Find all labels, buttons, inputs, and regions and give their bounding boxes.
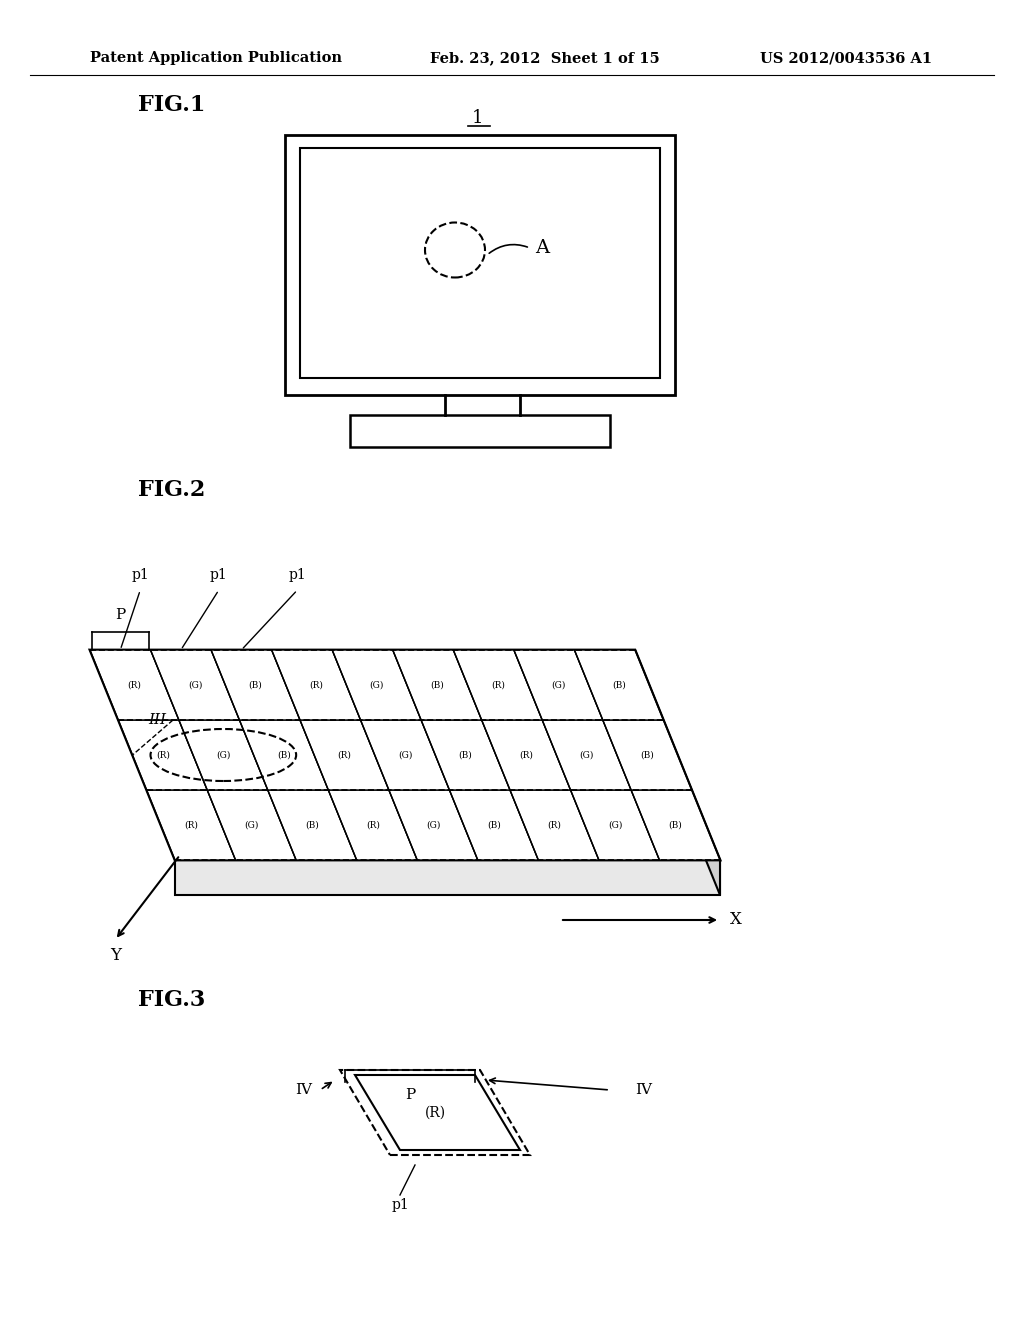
Polygon shape [268, 789, 356, 861]
Polygon shape [332, 649, 421, 719]
Polygon shape [175, 861, 720, 895]
Text: p1: p1 [210, 568, 227, 582]
Polygon shape [329, 789, 417, 861]
Text: (B): (B) [640, 751, 654, 759]
Text: (R): (R) [490, 681, 505, 689]
Polygon shape [574, 649, 664, 719]
Text: (G): (G) [370, 681, 384, 689]
Text: (G): (G) [551, 681, 565, 689]
Polygon shape [207, 789, 296, 861]
Text: (B): (B) [430, 681, 444, 689]
Polygon shape [481, 719, 570, 789]
Text: (G): (G) [245, 821, 259, 829]
Text: (G): (G) [426, 821, 440, 829]
Polygon shape [450, 789, 539, 861]
Polygon shape [421, 719, 510, 789]
Text: (B): (B) [278, 751, 291, 759]
Text: FIG.1: FIG.1 [138, 94, 206, 116]
Polygon shape [211, 649, 300, 719]
Text: (R): (R) [156, 751, 170, 759]
Text: 1: 1 [472, 110, 483, 127]
Text: X: X [730, 912, 741, 928]
Text: A: A [535, 239, 549, 257]
Text: (R): (R) [519, 751, 534, 759]
Text: Patent Application Publication: Patent Application Publication [90, 51, 342, 65]
Text: (B): (B) [249, 681, 262, 689]
Text: (R): (R) [128, 681, 141, 689]
FancyBboxPatch shape [300, 148, 660, 378]
Text: (R): (R) [309, 681, 323, 689]
FancyBboxPatch shape [350, 414, 610, 447]
Text: (R): (R) [338, 751, 351, 759]
Text: (R): (R) [184, 821, 198, 829]
Text: (R): (R) [548, 821, 561, 829]
Polygon shape [570, 789, 659, 861]
Polygon shape [510, 789, 599, 861]
Text: III: III [148, 713, 166, 727]
Text: (G): (G) [580, 751, 594, 759]
Polygon shape [454, 649, 543, 719]
Text: (B): (B) [487, 821, 501, 829]
Polygon shape [271, 649, 360, 719]
Polygon shape [340, 1071, 530, 1155]
Text: FIG.2: FIG.2 [138, 479, 206, 502]
Polygon shape [179, 719, 268, 789]
Polygon shape [240, 719, 329, 789]
Polygon shape [90, 649, 179, 719]
Text: (B): (B) [612, 681, 626, 689]
Text: (G): (G) [608, 821, 623, 829]
Text: (G): (G) [216, 751, 230, 759]
Text: FIG.3: FIG.3 [138, 989, 205, 1011]
Text: (B): (B) [305, 821, 319, 829]
Text: IV: IV [635, 1082, 652, 1097]
Polygon shape [119, 719, 207, 789]
Polygon shape [514, 649, 603, 719]
Polygon shape [389, 789, 478, 861]
Text: p1: p1 [289, 568, 306, 582]
Text: (B): (B) [459, 751, 472, 759]
Text: Y: Y [110, 946, 121, 964]
Text: IV: IV [295, 1082, 312, 1097]
Polygon shape [635, 649, 720, 895]
Polygon shape [393, 649, 481, 719]
Polygon shape [300, 719, 389, 789]
Text: Feb. 23, 2012  Sheet 1 of 15: Feb. 23, 2012 Sheet 1 of 15 [430, 51, 659, 65]
FancyBboxPatch shape [285, 135, 675, 395]
Polygon shape [90, 649, 720, 861]
Text: p1: p1 [391, 1199, 409, 1212]
Text: p1: p1 [131, 568, 150, 582]
Text: (R): (R) [366, 821, 380, 829]
Polygon shape [146, 789, 236, 861]
Text: (R): (R) [424, 1106, 445, 1119]
Text: US 2012/0043536 A1: US 2012/0043536 A1 [760, 51, 932, 65]
Text: (G): (G) [187, 681, 202, 689]
Polygon shape [543, 719, 631, 789]
Text: (G): (G) [397, 751, 413, 759]
Polygon shape [631, 789, 720, 861]
Text: P: P [404, 1088, 415, 1102]
Polygon shape [603, 719, 691, 789]
Polygon shape [355, 1074, 520, 1150]
Text: (B): (B) [669, 821, 682, 829]
Text: P: P [115, 609, 125, 622]
Polygon shape [151, 649, 240, 719]
Polygon shape [360, 719, 450, 789]
